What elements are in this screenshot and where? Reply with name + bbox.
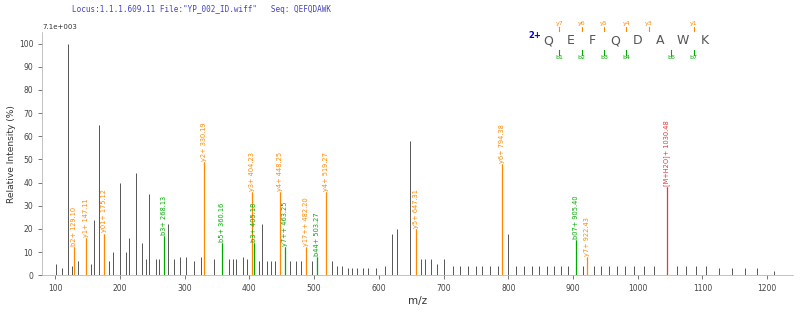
Text: W: W xyxy=(676,34,689,47)
Text: y1+ 147.11: y1+ 147.11 xyxy=(82,198,89,237)
Text: b1: b1 xyxy=(555,55,563,60)
Text: A: A xyxy=(656,34,664,47)
Text: y17++ 482.20: y17++ 482.20 xyxy=(302,198,309,246)
Text: y6: y6 xyxy=(578,21,586,26)
Text: b2: b2 xyxy=(578,55,586,60)
Text: b44+ 503.27: b44+ 503.27 xyxy=(314,212,320,255)
Text: F: F xyxy=(590,34,596,47)
Text: 7.1e+003: 7.1e+003 xyxy=(42,23,77,29)
Text: y2+ 330.19: y2+ 330.19 xyxy=(201,122,207,161)
Text: y7++ 463.25: y7++ 463.25 xyxy=(282,202,288,246)
Text: y01+ 175.12: y01+ 175.12 xyxy=(101,189,106,232)
Text: y7+ 922.43: y7+ 922.43 xyxy=(584,217,590,255)
Text: b7: b7 xyxy=(690,55,698,60)
Text: b2+ 129.10: b2+ 129.10 xyxy=(71,207,77,246)
Text: y1: y1 xyxy=(690,21,698,26)
Text: y4+ 448.25: y4+ 448.25 xyxy=(278,151,283,191)
Text: b6: b6 xyxy=(667,55,675,60)
Text: b3: b3 xyxy=(600,55,608,60)
Text: y4+ 519.27: y4+ 519.27 xyxy=(323,152,330,191)
Text: y4: y4 xyxy=(622,21,630,26)
Text: b07+ 905.40: b07+ 905.40 xyxy=(574,196,579,239)
Text: y7: y7 xyxy=(555,21,563,26)
Text: b3+ 268.13: b3+ 268.13 xyxy=(161,196,167,235)
Text: K: K xyxy=(701,34,709,47)
Text: y5+ 647.31: y5+ 647.31 xyxy=(413,189,418,228)
Text: b5+ 360.16: b5+ 360.16 xyxy=(219,203,225,242)
Text: b4: b4 xyxy=(622,55,630,60)
Text: b3+ 405.18: b3+ 405.18 xyxy=(251,203,257,242)
Text: y6+ 794.38: y6+ 794.38 xyxy=(498,124,505,163)
Text: Q: Q xyxy=(610,34,620,47)
Text: 2+: 2+ xyxy=(528,31,541,39)
Text: y3+ 404.23: y3+ 404.23 xyxy=(249,152,255,191)
Text: D: D xyxy=(633,34,642,47)
Text: y5: y5 xyxy=(600,21,608,26)
Text: [M+H2O]+ 1030.48: [M+H2O]+ 1030.48 xyxy=(663,120,670,186)
Text: y3: y3 xyxy=(645,21,653,26)
Text: E: E xyxy=(566,34,574,47)
Text: Q: Q xyxy=(543,34,553,47)
Text: Locus:1.1.1.609.11 File:"YP_002_ID.wiff"   Seq: QEFQDAWK: Locus:1.1.1.609.11 File:"YP_002_ID.wiff"… xyxy=(72,5,331,14)
Y-axis label: Relative Intensity (%): Relative Intensity (%) xyxy=(7,105,16,203)
X-axis label: m/z: m/z xyxy=(408,296,427,306)
